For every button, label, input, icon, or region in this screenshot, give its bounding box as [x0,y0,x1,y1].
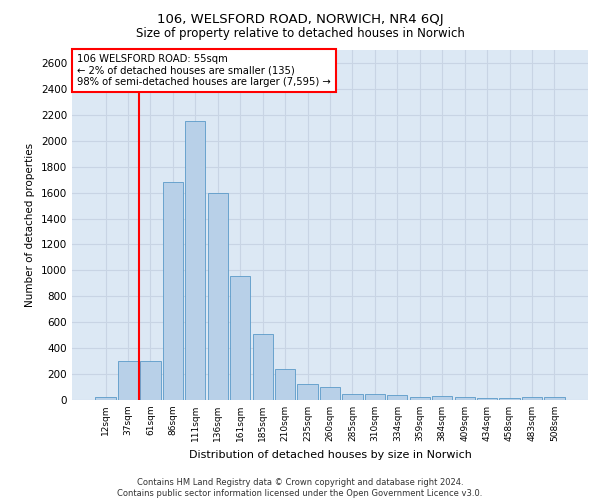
Bar [387,396,407,400]
Text: 106, WELSFORD ROAD, NORWICH, NR4 6QJ: 106, WELSFORD ROAD, NORWICH, NR4 6QJ [157,12,443,26]
Bar [208,192,228,400]
Bar [95,397,116,400]
Bar [432,396,452,400]
Text: 106 WELSFORD ROAD: 55sqm
← 2% of detached houses are smaller (135)
98% of semi-d: 106 WELSFORD ROAD: 55sqm ← 2% of detache… [77,54,331,86]
Bar [230,276,250,400]
Bar [320,387,340,400]
Bar [253,334,273,400]
Bar [163,182,183,400]
Bar [477,398,497,400]
Bar [343,394,362,400]
X-axis label: Distribution of detached houses by size in Norwich: Distribution of detached houses by size … [188,450,472,460]
Bar [140,361,161,400]
Y-axis label: Number of detached properties: Number of detached properties [25,143,35,307]
Bar [455,398,475,400]
Text: Size of property relative to detached houses in Norwich: Size of property relative to detached ho… [136,28,464,40]
Bar [185,122,205,400]
Bar [499,398,520,400]
Text: Contains HM Land Registry data © Crown copyright and database right 2024.
Contai: Contains HM Land Registry data © Crown c… [118,478,482,498]
Bar [522,397,542,400]
Bar [365,394,385,400]
Bar [275,369,295,400]
Bar [544,397,565,400]
Bar [118,361,138,400]
Bar [410,397,430,400]
Bar [298,384,317,400]
